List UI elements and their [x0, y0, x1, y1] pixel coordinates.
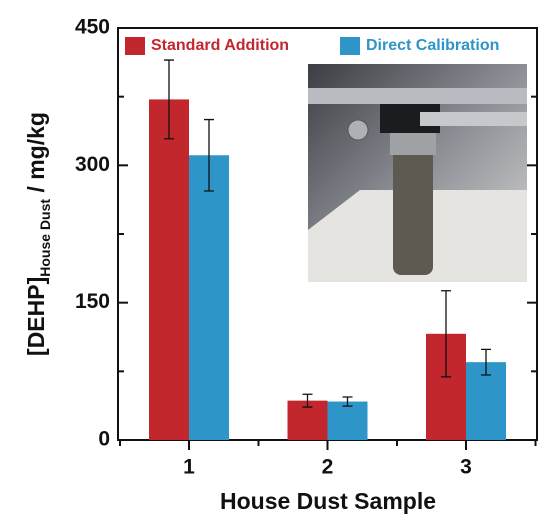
error-bar [164, 59, 174, 140]
y-tick-label: 150 [75, 290, 110, 313]
legend-swatch [125, 37, 145, 55]
legend-label: Direct Calibration [366, 37, 499, 54]
error-bar [302, 393, 313, 408]
y-axis-label: [DEHP]House Dust / mg/kg [23, 112, 53, 356]
error-bar [204, 118, 214, 192]
legend-swatch [340, 37, 360, 55]
x-axis-label: House Dust Sample [220, 488, 436, 514]
y-tick-label: 0 [98, 428, 110, 451]
x-tick-label: 1 [183, 456, 195, 479]
y-label-main: [DEHP] [23, 277, 49, 356]
y-tick-label: 300 [75, 153, 110, 176]
y-label-sub: House Dust [37, 199, 53, 277]
error-bar [481, 348, 491, 376]
legend-label: Standard Addition [151, 37, 289, 54]
error-bar [441, 290, 451, 378]
y-label-unit: / mg/kg [23, 112, 49, 199]
y-tick-label: 450 [75, 16, 110, 39]
error-bar [342, 396, 353, 407]
bar [327, 401, 368, 440]
bar [189, 155, 229, 441]
inset-photo [308, 64, 527, 282]
x-tick-label: 3 [460, 456, 472, 479]
x-tick-label: 2 [322, 456, 334, 479]
bar [149, 99, 189, 440]
